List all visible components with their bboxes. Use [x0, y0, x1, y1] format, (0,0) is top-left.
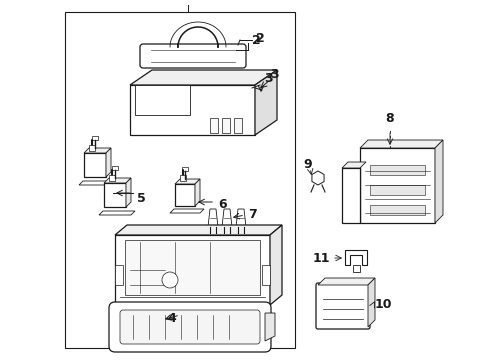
- Text: 6: 6: [218, 198, 227, 211]
- Polygon shape: [345, 250, 367, 265]
- Text: 1: 1: [184, 0, 193, 3]
- Polygon shape: [125, 240, 260, 295]
- Polygon shape: [84, 153, 106, 177]
- Bar: [210, 118, 218, 133]
- Polygon shape: [130, 85, 255, 135]
- Polygon shape: [312, 171, 324, 185]
- Text: 8: 8: [386, 112, 394, 125]
- Polygon shape: [270, 225, 282, 305]
- Polygon shape: [195, 179, 200, 206]
- Polygon shape: [236, 209, 246, 227]
- Bar: [182, 167, 188, 171]
- Polygon shape: [106, 148, 111, 177]
- Polygon shape: [208, 209, 218, 227]
- Bar: [112, 166, 118, 170]
- Text: 7: 7: [248, 208, 257, 221]
- Polygon shape: [115, 225, 282, 235]
- Polygon shape: [255, 70, 277, 135]
- FancyBboxPatch shape: [140, 44, 246, 68]
- Bar: [370, 185, 425, 195]
- Bar: [65, 12, 295, 348]
- Bar: [234, 118, 242, 133]
- Polygon shape: [170, 209, 204, 213]
- Polygon shape: [222, 209, 232, 227]
- Polygon shape: [368, 278, 375, 327]
- Bar: [180, 175, 186, 181]
- Polygon shape: [175, 184, 195, 206]
- Polygon shape: [115, 235, 270, 305]
- Text: 2: 2: [256, 31, 265, 45]
- Polygon shape: [360, 148, 435, 223]
- Bar: [370, 165, 425, 175]
- Text: 10: 10: [375, 298, 392, 311]
- Circle shape: [162, 272, 178, 288]
- FancyBboxPatch shape: [120, 310, 260, 344]
- Bar: [92, 136, 98, 140]
- Polygon shape: [360, 140, 443, 148]
- Polygon shape: [126, 178, 131, 207]
- Polygon shape: [175, 179, 200, 184]
- Polygon shape: [135, 85, 190, 115]
- Polygon shape: [342, 168, 360, 223]
- Polygon shape: [84, 148, 111, 153]
- Bar: [109, 175, 115, 181]
- Polygon shape: [79, 181, 115, 185]
- Bar: [89, 145, 95, 151]
- Polygon shape: [318, 278, 375, 285]
- Bar: [115, 265, 123, 285]
- Polygon shape: [353, 265, 360, 272]
- Polygon shape: [342, 162, 366, 168]
- Bar: [370, 205, 425, 215]
- Polygon shape: [104, 178, 131, 183]
- Polygon shape: [435, 140, 443, 223]
- Polygon shape: [99, 211, 135, 215]
- Text: 11: 11: [313, 252, 330, 265]
- Bar: [222, 118, 230, 133]
- Text: 9: 9: [304, 158, 312, 171]
- Text: 2: 2: [252, 33, 261, 46]
- Text: 3: 3: [264, 72, 272, 85]
- Polygon shape: [104, 183, 126, 207]
- Text: 5: 5: [137, 192, 146, 204]
- FancyBboxPatch shape: [316, 283, 370, 329]
- FancyBboxPatch shape: [109, 302, 271, 352]
- Text: 4: 4: [168, 311, 176, 324]
- Bar: [262, 265, 270, 285]
- Polygon shape: [265, 313, 275, 341]
- Text: 3: 3: [270, 68, 279, 81]
- Polygon shape: [130, 70, 277, 85]
